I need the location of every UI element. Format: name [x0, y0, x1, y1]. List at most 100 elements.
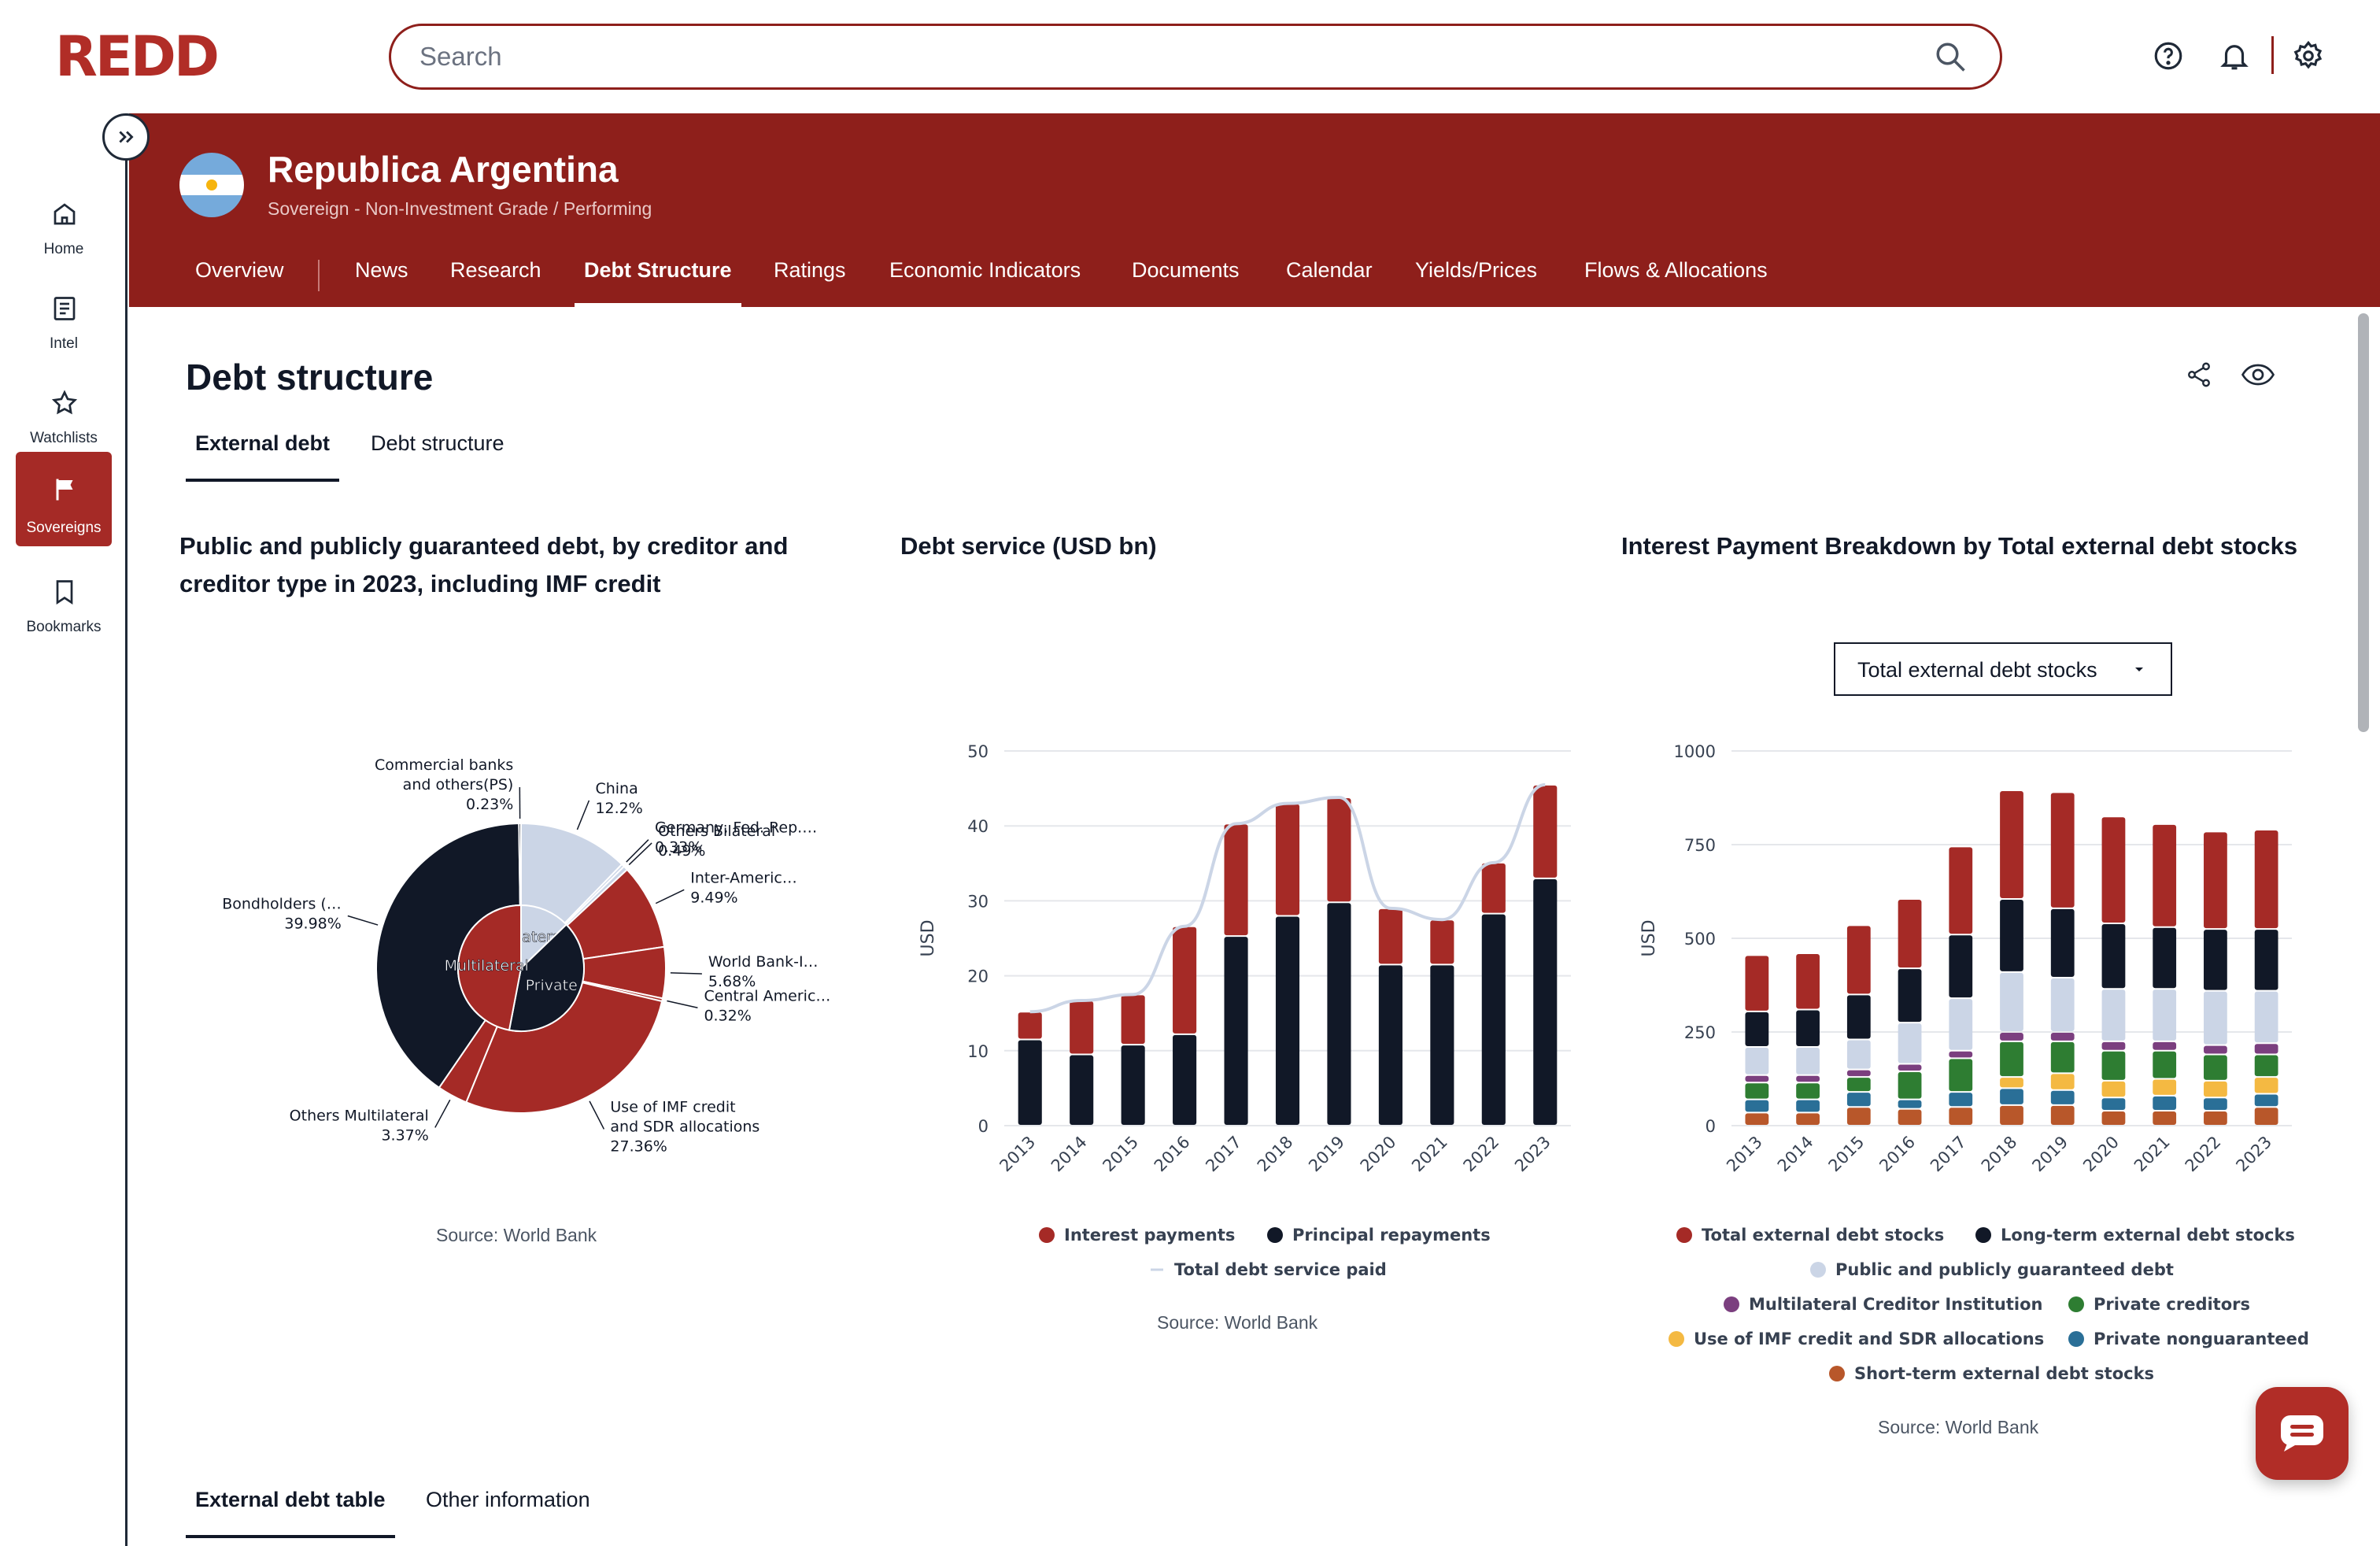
sidebar-item-home[interactable]: Home [16, 189, 112, 274]
eye-icon[interactable] [2240, 361, 2276, 389]
redd-logo[interactable]: REDD [55, 30, 238, 83]
bar-public-and-publicly-guaranteed-debt [1898, 1023, 1922, 1063]
y-tick-label: 0 [1706, 1117, 1716, 1136]
search-bar[interactable] [389, 24, 2002, 90]
pie-leader-line [655, 889, 685, 904]
pie-leader-line [670, 972, 702, 975]
bar-long-term-external-debt-stocks [1949, 935, 1973, 998]
sidebar-item-bookmarks[interactable]: Bookmarks [16, 567, 112, 652]
tab-news[interactable]: News [355, 258, 408, 282]
legend-swatch [1669, 1331, 1684, 1347]
bar-interest-payments [1018, 1012, 1042, 1039]
search-input[interactable] [419, 26, 1915, 87]
chat-button[interactable] [2256, 1387, 2349, 1480]
bar-private-creditors [2101, 1051, 2126, 1080]
bar-short-term-external-debt-stocks [2254, 1108, 2278, 1125]
tab-research[interactable]: Research [450, 258, 541, 282]
bar-principal-repayments [1224, 937, 1248, 1125]
bar-private-creditors [2000, 1041, 2023, 1077]
y-axis-label: USD [1639, 919, 1659, 956]
bar-multilateral-creditor-institution [2204, 1045, 2227, 1054]
legend-swatch [2068, 1296, 2084, 1312]
pie-label: China [595, 780, 638, 797]
legend-label: Public and publicly guaranteed debt [1835, 1260, 2174, 1279]
pie-label: and others(PS) [403, 776, 514, 793]
bar-public-and-publicly-guaranteed-debt [1745, 1048, 1769, 1074]
tab-external-debt-table[interactable]: External debt table [186, 1488, 395, 1538]
share-icon[interactable] [2185, 361, 2213, 389]
pie-label: Bondholders (… [222, 896, 342, 913]
x-tick-label: 2018 [1978, 1133, 2021, 1176]
bar-private-creditors [1898, 1071, 1922, 1099]
sidebar-item-watchlists[interactable]: Watchlists [16, 378, 112, 463]
bar-multilateral-creditor-institution [1745, 1075, 1769, 1082]
tab-debt-structure[interactable]: Debt Structure [575, 258, 741, 307]
pie-label: 0.33% [655, 839, 702, 856]
x-tick-label: 2023 [1511, 1133, 1554, 1176]
sidebar-item-intel[interactable]: Intel [16, 283, 112, 368]
legend-label: Multilateral Creditor Institution [1749, 1295, 2042, 1314]
bar-total-external-debt-stocks [2050, 793, 2075, 908]
bar-private-nonguaranteed [2153, 1096, 2177, 1110]
tab-ratings[interactable]: Ratings [774, 258, 846, 282]
legend-label: Private creditors [2094, 1295, 2250, 1314]
bell-icon[interactable] [2218, 39, 2251, 72]
help-icon[interactable] [2152, 39, 2185, 72]
tab-overview[interactable]: Overview [195, 258, 284, 282]
tab-yields-prices[interactable]: Yields/Prices [1415, 258, 1538, 282]
pie-label: 5.68% [708, 973, 756, 990]
bar-long-term-external-debt-stocks [1898, 969, 1922, 1023]
bar-total-external-debt-stocks [1796, 954, 1820, 1009]
debt-stock-select[interactable]: Total external debt stocks [1834, 642, 2172, 696]
legend-swatch [1810, 1262, 1826, 1278]
bar-long-term-external-debt-stocks [1846, 995, 1871, 1039]
bar-principal-repayments [1378, 965, 1402, 1125]
bar-long-term-external-debt-stocks [2101, 923, 2126, 989]
home-icon [54, 203, 76, 225]
bar-principal-repayments [1275, 916, 1300, 1125]
subtab-external-debt[interactable]: External debt [186, 431, 340, 482]
x-tick-label: 2015 [1099, 1133, 1142, 1176]
bar-interest-payments [1070, 1001, 1094, 1054]
tab-other-information[interactable]: Other information [426, 1488, 590, 1511]
bar-short-term-external-debt-stocks [1745, 1113, 1769, 1125]
x-tick-label: 2019 [1305, 1133, 1348, 1176]
sidebar-item-sovereigns[interactable]: Sovereigns [16, 452, 112, 546]
y-tick-label: 20 [967, 967, 989, 986]
bar-use-of-imf-credit-and-sdr-allocations [2000, 1078, 2023, 1088]
pie-label: Central Americ… [704, 987, 830, 1004]
y-tick-label: 50 [967, 742, 989, 761]
bar-private-nonguaranteed [2000, 1089, 2023, 1104]
chart-title-pie: Public and publicly guaranteed debt, by … [179, 532, 789, 597]
tab-flows-allocations[interactable]: Flows & Allocations [1584, 258, 1768, 282]
legend-swatch [1676, 1227, 1692, 1243]
pie-leader-line [347, 915, 379, 926]
x-tick-label: 2014 [1048, 1133, 1091, 1176]
tab-economic-indicators[interactable]: Economic Indicators [889, 258, 1081, 282]
y-tick-label: 30 [967, 892, 989, 911]
chevrons-right-icon [119, 131, 134, 143]
tab-documents[interactable]: Documents [1132, 258, 1240, 282]
y-tick-label: 750 [1684, 836, 1716, 855]
sidebar: Home Intel Watchlists Sovereigns Bookmar… [0, 113, 128, 1546]
bar-private-nonguaranteed [1745, 1100, 1769, 1112]
bar-public-and-publicly-guaranteed-debt [1796, 1048, 1820, 1074]
sidebar-toggle-button[interactable] [102, 113, 150, 161]
legend-swatch [1829, 1366, 1845, 1381]
bar-principal-repayments [1070, 1055, 1094, 1125]
pie-label: Commercial banks [375, 756, 513, 774]
bar-interest-payments [1430, 920, 1454, 964]
bar-private-nonguaranteed [1949, 1093, 1973, 1107]
subtab-debt-structure[interactable]: Debt structure [371, 431, 504, 455]
bar-interest-payments [1173, 926, 1197, 1034]
tab-calendar[interactable]: Calendar [1286, 258, 1373, 282]
scrollbar[interactable] [2358, 313, 2369, 732]
legend-swatch [2068, 1331, 2084, 1347]
search-icon[interactable] [1934, 40, 1967, 73]
caret-down-icon [2135, 668, 2143, 671]
bar-principal-repayments [1533, 878, 1558, 1125]
bar-total-external-debt-stocks [2101, 817, 2126, 923]
x-tick-label: 2013 [1723, 1133, 1766, 1176]
gear-icon[interactable] [2292, 39, 2325, 72]
